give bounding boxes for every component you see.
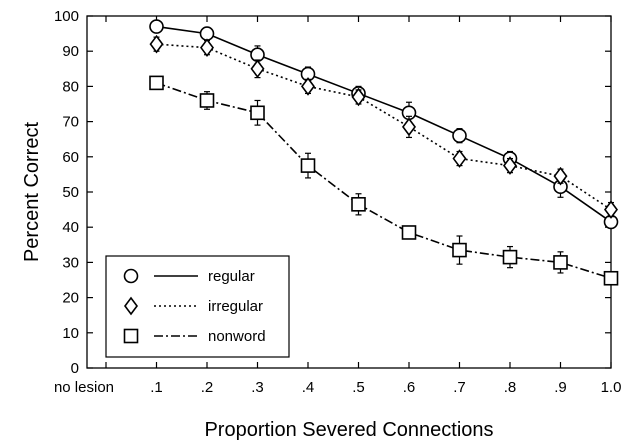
y-tick-label: 90 [62,43,79,60]
series-line-irregular [156,43,612,211]
y-tick-label: 20 [62,290,79,307]
data-point-irregular [351,87,366,107]
x-tick-label: .3 [251,379,264,396]
y-axis-title: Percent Correct [21,122,43,262]
legend-label-nonword: nonword [208,328,266,345]
data-point-irregular [301,77,315,96]
y-tick-label: 50 [62,184,79,201]
x-tick-label: no lesion [54,379,114,396]
legend-label-regular: regular [208,268,255,285]
x-tick-label: .4 [302,379,315,396]
data-point-regular [250,47,265,63]
y-tick-label: 0 [71,360,79,377]
data-point-irregular [250,59,265,79]
legend-marker-irregular [124,296,138,316]
y-tick-label: 40 [62,219,79,236]
series-regular [149,19,619,230]
series-irregular [149,34,618,219]
data-point-nonword [300,158,316,173]
data-point-nonword [452,242,467,258]
legend-marker-nonword [123,328,139,344]
data-point-irregular [200,38,214,58]
y-tick-label: 100 [54,8,79,25]
data-point-regular [149,19,164,34]
x-tick-label: .1 [150,379,163,396]
data-point-irregular [452,149,467,168]
y-tick-label: 80 [62,78,79,95]
series-layer [149,19,619,286]
x-tick-label: .5 [352,379,365,396]
y-tick-label: 60 [62,149,79,166]
x-tick-label: 1.0 [601,379,622,396]
legend-item-regular: regular [123,268,255,285]
data-point-nonword [502,249,518,265]
data-point-irregular [553,166,568,186]
data-point-nonword [351,197,366,212]
data-point-regular [199,26,215,41]
data-point-regular [452,128,467,143]
data-point-nonword [149,75,164,91]
x-tick-label: .8 [504,379,517,396]
series-nonword [149,75,619,286]
data-point-nonword [553,255,568,270]
data-point-nonword [401,225,417,240]
data-point-nonword [603,270,619,286]
data-point-irregular [503,156,517,175]
series-line-nonword [156,82,612,280]
legend-label-irregular: irregular [208,298,263,315]
legend-marker-regular [123,268,139,284]
y-tick-label: 30 [62,254,79,271]
x-tick-label: .2 [201,379,214,396]
legend: regular irregular nonword [105,255,290,358]
legend-items: regular irregular nonword [123,268,266,345]
legend-item-irregular: irregular [124,296,263,316]
data-point-nonword [199,93,215,108]
y-tick-label: 70 [62,114,79,131]
x-axis: no lesion .1 .2 .3 .4 .5 .6 .7 .8 .9 1.0 [54,16,621,396]
x-tick-label: .7 [453,379,466,396]
data-point-irregular [402,117,416,137]
data-point-irregular [604,200,618,219]
x-tick-label: .9 [554,379,567,396]
data-point-irregular [149,34,164,54]
x-tick-label: .6 [403,379,416,396]
x-axis-title: Proportion Severed Connections [204,419,493,441]
y-axis: 0 10 20 30 40 50 60 70 80 90 100 [54,8,611,377]
data-point-nonword [250,105,265,121]
y-tick-label: 10 [62,325,79,342]
legend-item-nonword: nonword [123,328,266,345]
series-line-regular [156,25,612,223]
